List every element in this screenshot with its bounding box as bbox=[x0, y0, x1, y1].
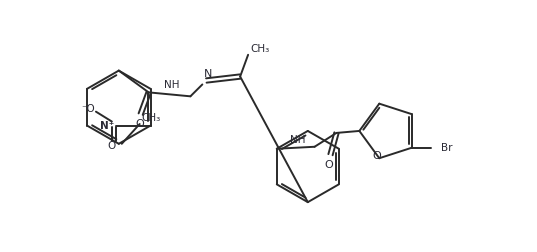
Text: O: O bbox=[372, 151, 381, 161]
Text: ⁻O: ⁻O bbox=[81, 103, 95, 113]
Text: O: O bbox=[324, 159, 333, 169]
Text: O: O bbox=[135, 118, 144, 129]
Text: NH: NH bbox=[164, 80, 179, 90]
Text: O: O bbox=[108, 141, 116, 151]
Text: Br: Br bbox=[441, 142, 453, 152]
Text: NH: NH bbox=[290, 134, 306, 144]
Text: N: N bbox=[205, 68, 213, 78]
Text: N⁺: N⁺ bbox=[99, 120, 114, 130]
Text: CH₃: CH₃ bbox=[250, 44, 270, 54]
Text: CH₃: CH₃ bbox=[142, 113, 161, 123]
